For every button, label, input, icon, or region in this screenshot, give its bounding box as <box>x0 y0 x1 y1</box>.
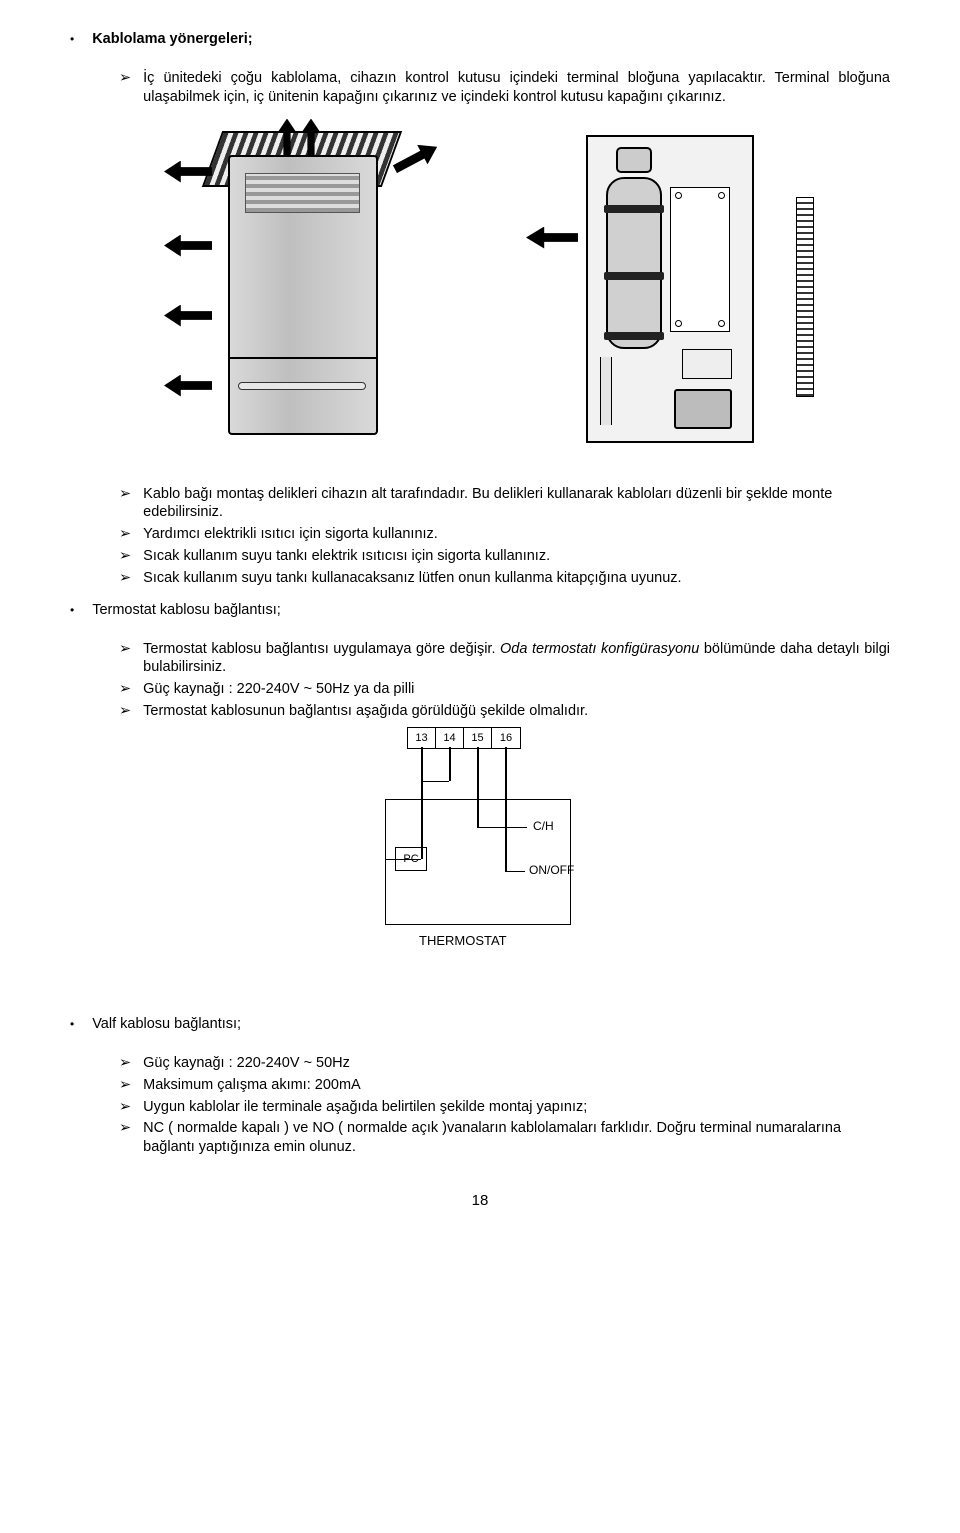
thermostat-item-text: Termostat kablosu bağlantısı uygulamaya … <box>143 640 890 678</box>
arrow-left-icon <box>526 227 578 249</box>
arrow-icon: ➢ <box>119 680 131 699</box>
wiring-item: ➢ Sıcak kullanım suyu tankı kullanacaksa… <box>70 569 890 588</box>
screw-icon <box>675 192 682 199</box>
text-part-italic: Oda termostatı konfigürasyonu <box>500 641 699 657</box>
valve-item-text: Uygun kablolar ile terminale aşağıda bel… <box>143 1098 890 1117</box>
arrow-icon: ➢ <box>119 702 131 721</box>
tank-band <box>604 332 664 340</box>
thermostat-item-text: Termostat kablosunun bağlantısı aşağıda … <box>143 702 890 721</box>
arrow-icon: ➢ <box>119 485 131 523</box>
terminal-cell: 13 <box>408 728 436 748</box>
tank-band <box>604 205 664 213</box>
arrow-icon: ➢ <box>119 1119 131 1157</box>
screw-icon <box>675 320 682 327</box>
unit-base-block <box>674 389 732 429</box>
wiring-item: ➢ Yardımcı elektrikli ısıtıcı için sigor… <box>70 525 890 544</box>
arrow-up-icon <box>278 119 328 159</box>
arrow-icon: ➢ <box>119 547 131 566</box>
wire-line <box>449 747 451 781</box>
thermostat-diagram: 13 14 15 16 PC C/H ON/OFF THERMOSTAT <box>70 727 890 957</box>
thermostat-item: ➢ Termostat kablosu bağlantısı uygulamay… <box>70 640 890 678</box>
screw-icon <box>718 320 725 327</box>
arrow-icon: ➢ <box>119 525 131 544</box>
label-onoff: ON/OFF <box>529 863 574 879</box>
unit-tank <box>606 177 662 349</box>
section-title: Kablolama yönergeleri; <box>92 30 890 49</box>
thermostat-item: ➢ Termostat kablosunun bağlantısı aşağıd… <box>70 702 890 721</box>
wiring-item-text: Yardımcı elektrikli ısıtıcı için sigorta… <box>143 525 890 544</box>
unit-small-box <box>682 349 732 379</box>
arrow-icon: ➢ <box>119 569 131 588</box>
unit-vent-icon <box>796 197 814 397</box>
wiring-intro: ➢ İç ünitedeki çoğu kablolama, cihazın k… <box>70 69 890 107</box>
label-ch: C/H <box>533 819 554 835</box>
bullet-wiring-title: • Kablolama yönergeleri; <box>70 30 890 49</box>
unit-control-box <box>670 187 730 332</box>
terminal-cell: 16 <box>492 728 520 748</box>
wiring-item: ➢ Kablo bağı montaş delikleri cihazın al… <box>70 485 890 523</box>
arrow-icon: ➢ <box>119 1098 131 1117</box>
bullet-valve-title: • Valf kablosu bağlantısı; <box>70 1015 890 1034</box>
section-title: Valf kablosu bağlantısı; <box>92 1015 890 1034</box>
terminal-row: 13 14 15 16 <box>407 727 521 749</box>
unit-cap <box>616 147 652 173</box>
arrow-left-icon <box>164 235 212 257</box>
screw-icon <box>718 192 725 199</box>
valve-item: ➢ Güç kaynağı : 220-240V ~ 50Hz <box>70 1054 890 1073</box>
arrow-icon: ➢ <box>119 640 131 678</box>
section-title: Termostat kablosu bağlantısı; <box>92 601 890 620</box>
unit-pipe <box>600 357 612 425</box>
dot-icon: • <box>70 601 74 620</box>
wiring-item: ➢ Sıcak kullanım suyu tankı elektrik ısı… <box>70 547 890 566</box>
valve-item: ➢ Maksimum çalışma akımı: 200mA <box>70 1076 890 1095</box>
valve-item: ➢ NC ( normalde kapalı ) ve NO ( normald… <box>70 1119 890 1157</box>
arrow-left-icon <box>164 305 212 327</box>
bullet-thermostat-title: • Termostat kablosu bağlantısı; <box>70 601 890 620</box>
wiring-item-text: Sıcak kullanım suyu tankı kullanacaksanı… <box>143 569 890 588</box>
wire-line <box>421 781 449 783</box>
unit-split-line <box>228 357 378 359</box>
wiring-item-text: Kablo bağı montaş delikleri cihazın alt … <box>143 485 890 523</box>
page-number: 18 <box>70 1191 890 1211</box>
tank-band <box>604 272 664 280</box>
wiring-item-text: Sıcak kullanım suyu tankı elektrik ısıtı… <box>143 547 890 566</box>
thermostat-caption: THERMOSTAT <box>419 933 507 950</box>
valve-item-text: NC ( normalde kapalı ) ve NO ( normalde … <box>143 1119 890 1157</box>
arrow-icon: ➢ <box>119 1054 131 1073</box>
unit-open-figure <box>520 127 810 457</box>
thermostat-schematic: 13 14 15 16 PC C/H ON/OFF THERMOSTAT <box>365 727 595 957</box>
unit-low-panel-line <box>238 382 366 390</box>
thermostat-box <box>385 799 571 925</box>
valve-item-text: Güç kaynağı : 220-240V ~ 50Hz <box>143 1054 890 1073</box>
arrow-left-icon <box>164 375 212 397</box>
terminal-cell: 15 <box>464 728 492 748</box>
unit-closed-figure <box>150 127 440 457</box>
text-part-a: Termostat kablosu bağlantısı uygulamaya … <box>143 641 500 657</box>
dot-icon: • <box>70 30 74 49</box>
unit-front-grille <box>245 173 360 213</box>
arrow-icon: ➢ <box>119 1076 131 1095</box>
dot-icon: • <box>70 1015 74 1034</box>
valve-item: ➢ Uygun kablolar ile terminale aşağıda b… <box>70 1098 890 1117</box>
thermostat-item: ➢ Güç kaynağı : 220-240V ~ 50Hz ya da pi… <box>70 680 890 699</box>
thermostat-item-text: Güç kaynağı : 220-240V ~ 50Hz ya da pill… <box>143 680 890 699</box>
terminal-cell: 14 <box>436 728 464 748</box>
unit-figures <box>70 127 890 457</box>
wiring-intro-text: İç ünitedeki çoğu kablolama, cihazın kon… <box>143 69 890 107</box>
valve-item-text: Maksimum çalışma akımı: 200mA <box>143 1076 890 1095</box>
arrow-icon: ➢ <box>119 69 131 107</box>
